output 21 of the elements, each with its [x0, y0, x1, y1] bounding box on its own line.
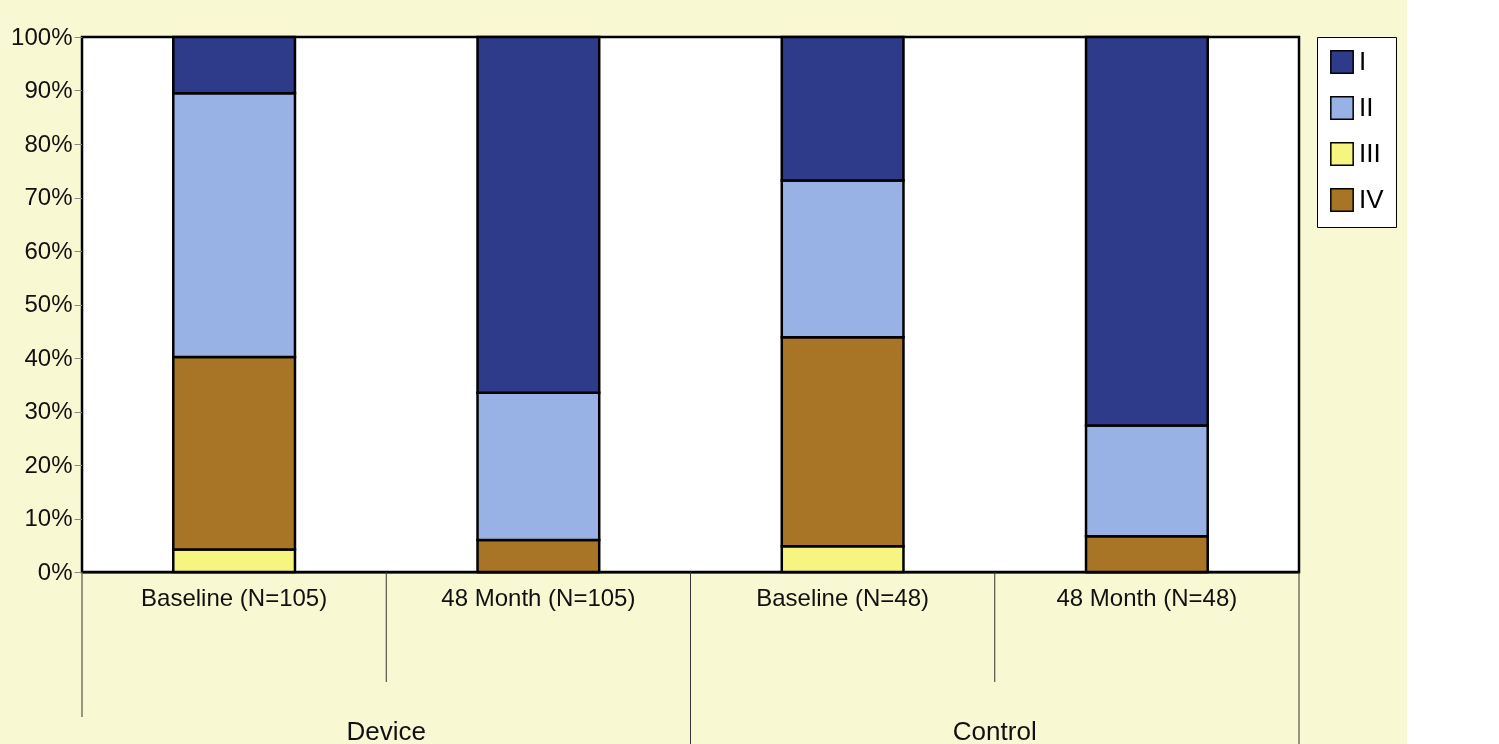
x-tick-label: Baseline (N=105)	[141, 583, 328, 611]
y-tick-label: 50%	[24, 290, 73, 317]
y-tick-label: 60%	[24, 236, 73, 264]
y-tick-label: 20%	[24, 450, 73, 478]
y-tick-label: 70%	[24, 183, 73, 210]
legend-label: I	[1359, 46, 1367, 76]
legend-label: II	[1359, 92, 1374, 122]
y-tick-label: 0%	[37, 557, 73, 585]
x-tick-label: 48 Month (N=48)	[1056, 583, 1238, 611]
x-tick-label: Baseline (N=48)	[756, 583, 930, 611]
y-tick-label: 40%	[24, 343, 73, 371]
y-tick-label: 100%	[11, 22, 73, 50]
y-tick-label: 90%	[24, 76, 73, 103]
y-tick-label: 10%	[24, 504, 73, 531]
x-tick-label: 48 Month (N=105)	[441, 583, 636, 611]
text: Control	[952, 716, 1037, 744]
y-tick-label: 30%	[24, 397, 73, 424]
y-tick-label: 80%	[24, 129, 73, 157]
legend-label: III	[1359, 138, 1381, 168]
text: Device	[346, 716, 426, 744]
legend-label: IV	[1359, 184, 1385, 214]
